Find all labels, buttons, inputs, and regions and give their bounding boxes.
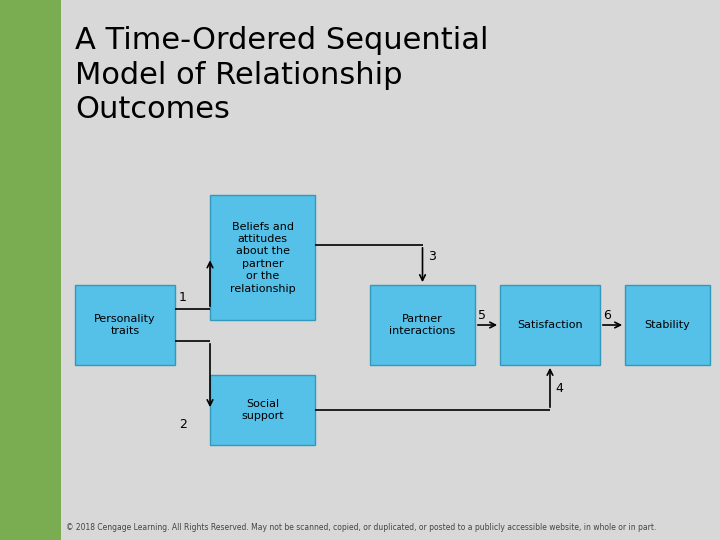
Text: A Time-Ordered Sequential
Model of Relationship
Outcomes: A Time-Ordered Sequential Model of Relat…: [75, 26, 488, 125]
Text: Partner
interactions: Partner interactions: [390, 314, 456, 336]
FancyBboxPatch shape: [625, 285, 710, 365]
FancyBboxPatch shape: [210, 375, 315, 445]
Text: Stability: Stability: [644, 320, 690, 330]
Text: Beliefs and
attitudes
about the
partner
or the
relationship: Beliefs and attitudes about the partner …: [230, 221, 295, 294]
Text: © 2018 Cengage Learning. All Rights Reserved. May not be scanned, copied, or dup: © 2018 Cengage Learning. All Rights Rese…: [66, 523, 657, 532]
Text: 5: 5: [478, 309, 486, 322]
Text: 2: 2: [179, 418, 187, 431]
Text: Social
support: Social support: [241, 399, 284, 421]
FancyBboxPatch shape: [75, 285, 175, 365]
Text: 1: 1: [179, 291, 187, 304]
FancyBboxPatch shape: [210, 195, 315, 320]
Text: 6: 6: [603, 309, 611, 322]
Text: 3: 3: [428, 250, 436, 263]
Bar: [0, 0, 61, 540]
FancyBboxPatch shape: [370, 285, 475, 365]
FancyBboxPatch shape: [500, 285, 600, 365]
Text: Personality
traits: Personality traits: [94, 314, 156, 336]
Text: Satisfaction: Satisfaction: [517, 320, 582, 330]
Text: 4: 4: [555, 382, 563, 395]
